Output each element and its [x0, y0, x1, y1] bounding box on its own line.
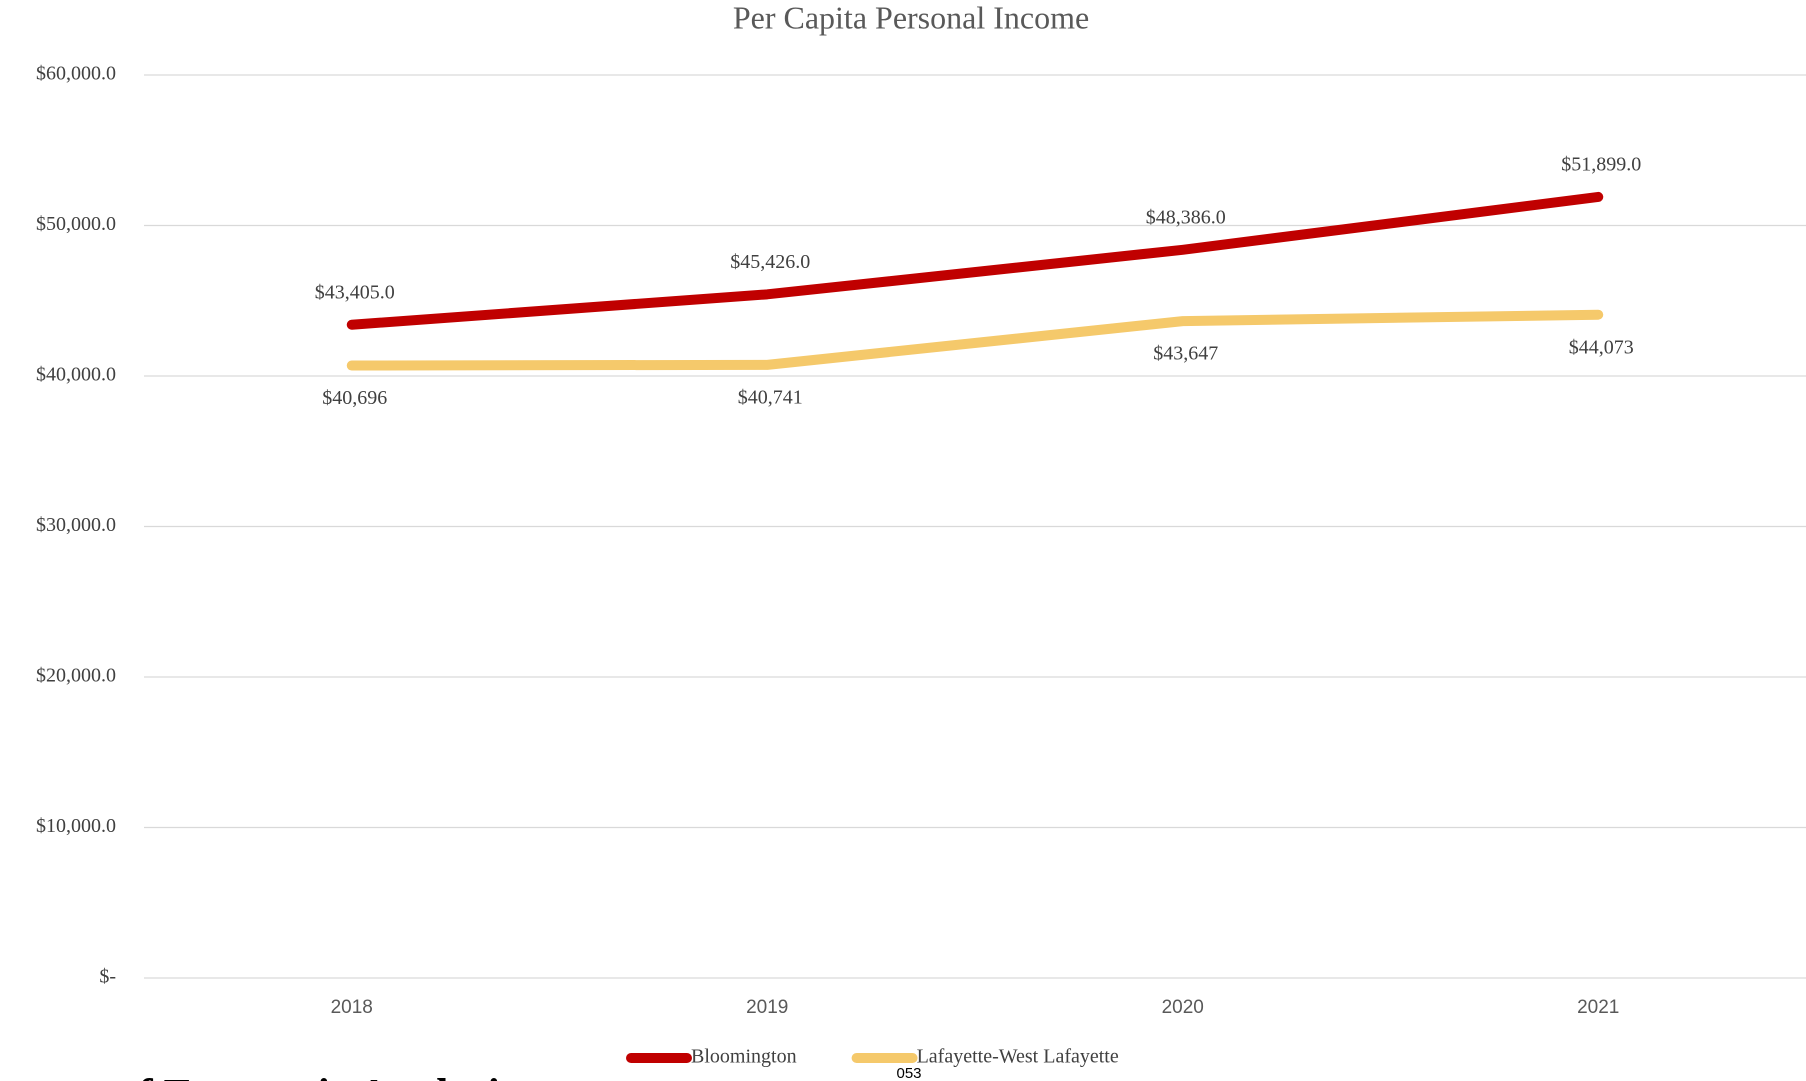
data-label: $43,647 [1153, 343, 1218, 365]
y-tick-label: $60,000.0 [36, 63, 116, 85]
page-number: 053 [896, 1065, 921, 1081]
y-tick-label: $30,000.0 [36, 514, 116, 536]
data-label: $48,386.0 [1146, 206, 1226, 228]
x-tick-label: 2018 [331, 997, 373, 1018]
chart-title: Per Capita Personal Income [733, 0, 1089, 35]
data-label: $40,696 [322, 387, 387, 409]
legend-label: Lafayette-West Lafayette [917, 1046, 1119, 1068]
data-label: $51,899.0 [1561, 154, 1641, 176]
data-label: $40,741 [738, 386, 803, 408]
footer-text: f Economic Analysis [138, 1070, 517, 1081]
y-tick-label: $40,000.0 [36, 364, 116, 386]
x-tick-label: 2020 [1162, 997, 1204, 1018]
y-tick-label: $50,000.0 [36, 213, 116, 235]
y-tick-label: $20,000.0 [36, 665, 116, 687]
data-label: $45,426.0 [730, 251, 810, 273]
x-tick-label: 2019 [746, 997, 788, 1018]
y-tick-label: $10,000.0 [36, 815, 116, 837]
data-label: $43,405.0 [315, 281, 395, 303]
data-label: $44,073 [1569, 336, 1634, 358]
legend-label: Bloomington [691, 1046, 797, 1068]
series-line [346, 191, 1604, 330]
x-tick-label: 2021 [1577, 997, 1619, 1018]
y-tick-label: $- [99, 966, 116, 988]
series-line [346, 309, 1604, 371]
